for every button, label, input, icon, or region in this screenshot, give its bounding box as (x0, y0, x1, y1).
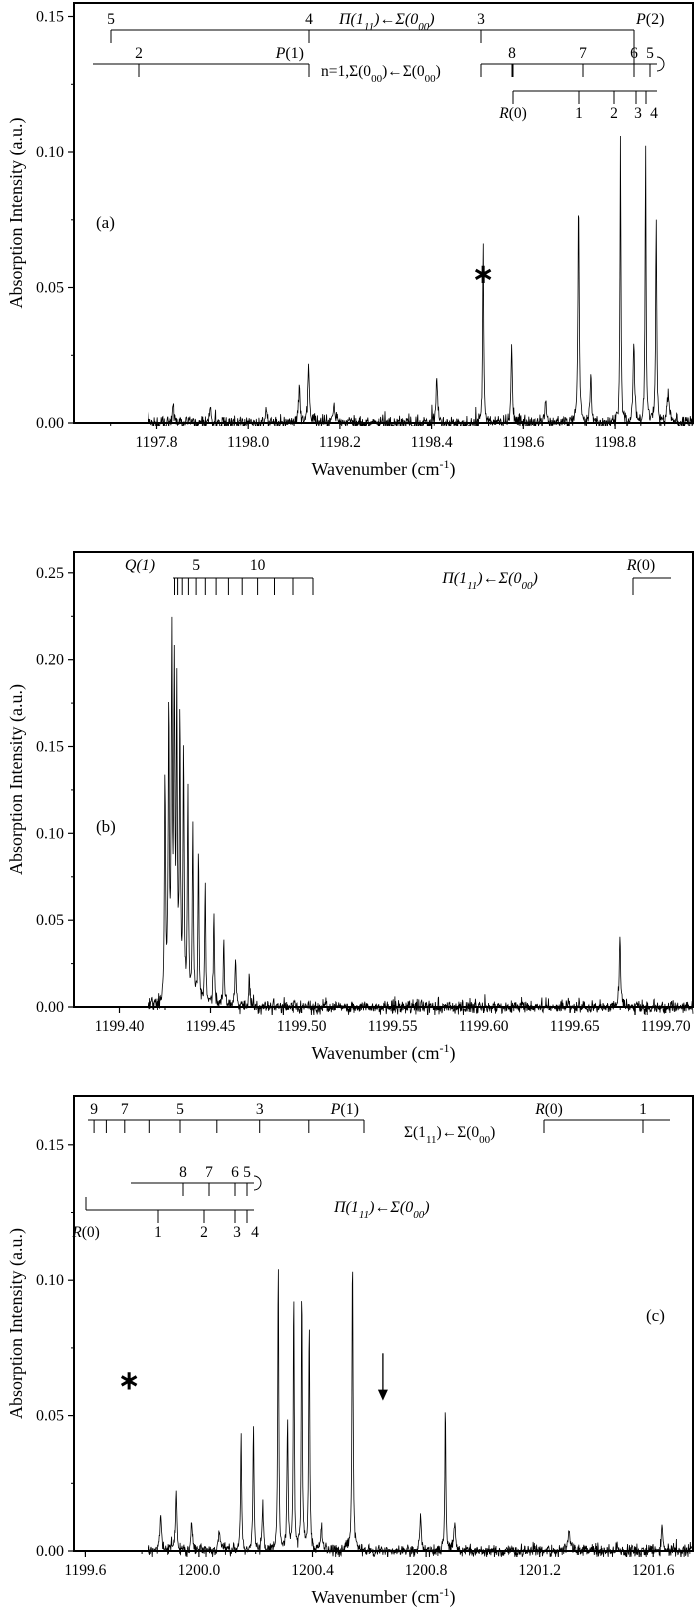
svg-text:8: 8 (508, 45, 516, 62)
svg-text:Wavenumber (cm-1): Wavenumber (cm-1) (312, 457, 456, 480)
svg-text:5: 5 (176, 1101, 184, 1118)
svg-text:0.05: 0.05 (36, 1408, 64, 1425)
svg-text:R(0): R(0) (534, 1101, 563, 1118)
svg-text:1197.8: 1197.8 (135, 434, 177, 451)
svg-text:0.15: 0.15 (36, 9, 64, 26)
svg-text:1198.8: 1198.8 (594, 434, 636, 451)
svg-text:1200.8: 1200.8 (405, 1562, 448, 1579)
svg-text:R(0): R(0) (626, 557, 655, 574)
svg-text:0.20: 0.20 (36, 652, 64, 669)
svg-text:5: 5 (107, 11, 115, 28)
svg-text:Wavenumber (cm-1): Wavenumber (cm-1) (312, 1041, 456, 1064)
svg-text:Absorption Intensity (a.u.): Absorption Intensity (a.u.) (6, 684, 27, 875)
svg-text:4: 4 (251, 1224, 259, 1241)
svg-text:1198.0: 1198.0 (227, 434, 269, 451)
svg-text:1198.4: 1198.4 (411, 434, 453, 451)
svg-text:0.00: 0.00 (36, 1543, 64, 1560)
svg-text:5: 5 (192, 557, 200, 574)
svg-text:1198.6: 1198.6 (502, 434, 544, 451)
svg-text:0.10: 0.10 (36, 144, 64, 161)
svg-text:Absorption Intensity (a.u.): Absorption Intensity (a.u.) (6, 118, 27, 309)
svg-text:0.15: 0.15 (36, 739, 64, 756)
svg-text:3: 3 (233, 1224, 241, 1241)
svg-text:∗: ∗ (472, 259, 494, 289)
svg-text:7: 7 (205, 1164, 213, 1181)
svg-text:3: 3 (256, 1101, 264, 1118)
svg-text:(a): (a) (96, 213, 115, 232)
svg-text:Π(111)←Σ(000): Π(111)←Σ(000) (441, 570, 538, 592)
svg-text:3: 3 (477, 11, 485, 28)
svg-text:1199.55: 1199.55 (368, 1018, 418, 1035)
svg-text:1199.45: 1199.45 (186, 1018, 236, 1035)
svg-text:1199.50: 1199.50 (277, 1018, 327, 1035)
svg-text:1200.4: 1200.4 (291, 1562, 334, 1579)
svg-text:4: 4 (650, 105, 658, 122)
svg-text:Σ(111)←Σ(000): Σ(111)←Σ(000) (404, 1124, 495, 1146)
svg-text:Absorption Intensity (a.u.): Absorption Intensity (a.u.) (6, 1228, 27, 1419)
svg-text:P(1): P(1) (275, 45, 304, 62)
svg-text:1199.40: 1199.40 (95, 1018, 145, 1035)
svg-text:P(1): P(1) (330, 1101, 359, 1118)
svg-text:(b): (b) (96, 817, 116, 836)
svg-text:1: 1 (154, 1224, 162, 1241)
svg-text:Wavenumber (cm-1): Wavenumber (cm-1) (312, 1585, 456, 1608)
svg-text:Π(111)←Σ(000): Π(111)←Σ(000) (333, 1199, 430, 1221)
svg-text:3: 3 (634, 105, 642, 122)
svg-text:1201.2: 1201.2 (518, 1562, 561, 1579)
svg-text:∗: ∗ (118, 1365, 140, 1395)
svg-text:9: 9 (90, 1101, 98, 1118)
svg-text:8: 8 (179, 1164, 187, 1181)
svg-text:6: 6 (231, 1164, 239, 1181)
svg-text:0.00: 0.00 (36, 999, 64, 1016)
svg-text:2: 2 (200, 1224, 208, 1241)
svg-text:(c): (c) (646, 1306, 665, 1325)
svg-text:0.10: 0.10 (36, 1272, 64, 1289)
svg-text:6: 6 (630, 45, 638, 62)
svg-text:n=1,Σ(000)←Σ(000): n=1,Σ(000)←Σ(000) (321, 63, 441, 85)
svg-text:R(0): R(0) (71, 1224, 100, 1241)
svg-text:2: 2 (610, 105, 618, 122)
svg-text:1199.65: 1199.65 (550, 1018, 600, 1035)
svg-text:1199.6: 1199.6 (64, 1562, 106, 1579)
svg-text:1198.2: 1198.2 (319, 434, 361, 451)
svg-text:2: 2 (135, 45, 143, 62)
svg-text:1: 1 (575, 105, 583, 122)
svg-text:10: 10 (250, 557, 266, 574)
svg-text:0.05: 0.05 (36, 280, 64, 297)
svg-text:R(0): R(0) (498, 105, 527, 122)
svg-text:0.15: 0.15 (36, 1137, 64, 1154)
svg-text:1201.6: 1201.6 (632, 1562, 675, 1579)
svg-text:0.25: 0.25 (36, 565, 64, 582)
svg-text:1199.60: 1199.60 (459, 1018, 509, 1035)
svg-text:0.05: 0.05 (36, 912, 64, 929)
svg-text:4: 4 (305, 11, 313, 28)
svg-text:1: 1 (639, 1101, 647, 1118)
svg-text:1200.0: 1200.0 (178, 1562, 221, 1579)
svg-text:5: 5 (243, 1164, 251, 1181)
svg-text:0.10: 0.10 (36, 825, 64, 842)
svg-text:0.00: 0.00 (36, 415, 64, 432)
svg-text:7: 7 (579, 45, 587, 62)
svg-text:5: 5 (646, 45, 654, 62)
svg-text:Q(1): Q(1) (125, 557, 155, 574)
svg-text:P(2): P(2) (635, 11, 664, 28)
svg-text:7: 7 (121, 1101, 129, 1118)
svg-text:1199.70: 1199.70 (641, 1018, 691, 1035)
